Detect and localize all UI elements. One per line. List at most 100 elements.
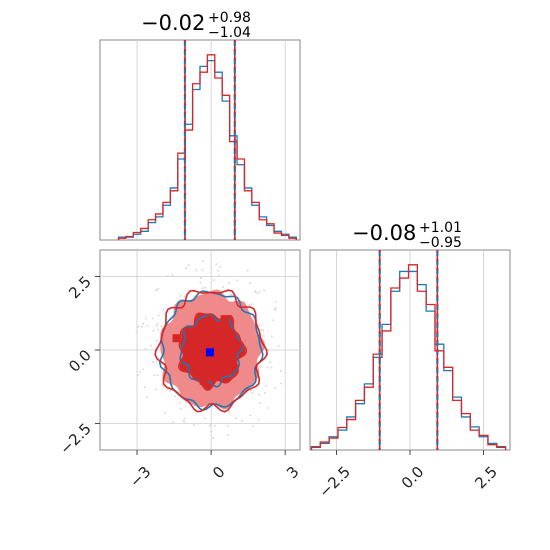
scatter-point [161, 384, 164, 387]
panel-bottom-right: −2.5 0.0 2.5 −0.08 +1.01 −0.95 [309, 220, 511, 501]
scatter-point [144, 347, 147, 350]
scatter-point [277, 344, 280, 347]
scatter-point [187, 264, 190, 267]
scatter-point [226, 424, 229, 427]
panel-bottom-left-yticks: −2.5 0.0 2.5 [56, 273, 100, 458]
scatter-point [221, 286, 224, 289]
marker-3 [199, 376, 208, 385]
scatter-point [235, 279, 238, 282]
scatter-point [210, 430, 213, 433]
scatter-point [178, 298, 181, 301]
scatter-point [179, 401, 182, 404]
scatter-point [183, 422, 186, 425]
scatter-point [248, 282, 251, 285]
scatter-point [215, 263, 218, 266]
scatter-point [155, 360, 158, 363]
scatter-point [179, 294, 182, 297]
scatter-point [156, 322, 159, 325]
scatter-point [259, 366, 262, 369]
scatter-point [152, 329, 155, 332]
marker-2 [228, 332, 237, 341]
scatter-point [264, 384, 267, 387]
scatter-point [155, 340, 158, 343]
scatter-point [157, 288, 160, 291]
panel-bottom-right-series [310, 264, 507, 450]
scatter-point [257, 393, 260, 396]
scatter-point [272, 319, 275, 322]
scatter-point [246, 269, 249, 272]
scatter-point [217, 269, 220, 272]
scatter-point [146, 396, 149, 399]
marker-1 [220, 315, 229, 324]
scatter-point [258, 290, 261, 293]
scatter-point [228, 282, 231, 285]
scatter-point [227, 410, 230, 413]
scatter-point [263, 289, 266, 292]
scatter-point [266, 366, 269, 369]
panel-top-left: −0.02 +0.98 −1.04 [99, 10, 301, 241]
bl-xtick-label-2: 3 [283, 463, 302, 482]
scatter-point [218, 265, 221, 268]
scatter-point [251, 425, 254, 428]
panel-top-left-title-sub: −1.04 [208, 25, 251, 41]
hist-series-0-1 [117, 54, 297, 240]
scatter-point [263, 391, 266, 394]
contour-line-red-outer [154, 289, 268, 413]
scatter-point [151, 360, 154, 363]
scatter-point [259, 329, 262, 332]
scatter-point [258, 324, 261, 327]
scatter-point [156, 328, 159, 331]
scatter-point [153, 374, 156, 377]
panel-bottom-left-xticks: −3 0 3 [126, 450, 303, 491]
scatter-point [179, 407, 182, 410]
scatter-point [204, 286, 207, 289]
scatter-point [256, 292, 259, 295]
panel-top-left-series [117, 54, 297, 240]
scatter-point [269, 361, 272, 364]
panel-bottom-right-title-sup: +1.01 [419, 220, 462, 236]
scatter-point [151, 317, 154, 320]
scatter-point [195, 269, 198, 272]
scatter-point [279, 369, 282, 372]
scatter-point [155, 324, 158, 327]
scatter-point [234, 417, 237, 420]
bl-xtick-label-0: −3 [126, 463, 154, 491]
scatter-point [274, 306, 277, 309]
scatter-point [146, 325, 149, 328]
scatter-point [183, 417, 186, 420]
xtick-label-2-0: −2.5 [315, 463, 353, 501]
scatter-point [155, 388, 158, 391]
bl-xtick-label-1: 0 [209, 463, 228, 482]
scatter-point [136, 374, 139, 377]
scatter-point [155, 289, 158, 292]
scatter-point [143, 386, 146, 389]
bl-ytick-label-1: 0.0 [65, 346, 95, 376]
scatter-point [182, 420, 185, 423]
scatter-point [213, 424, 216, 427]
scatter-point [135, 330, 138, 333]
scatter-point [218, 274, 221, 277]
scatter-point [201, 268, 204, 271]
scatter-point [250, 303, 253, 306]
scatter-point [251, 391, 254, 394]
scatter-point [163, 411, 166, 414]
panel-top-left-grid [136, 40, 286, 240]
scatter-point [274, 300, 277, 303]
panel-bottom-right-xticks: −2.5 0.0 2.5 [315, 450, 501, 501]
scatter-point [209, 424, 212, 427]
scatter-point [173, 395, 176, 398]
scatter-point [267, 348, 270, 351]
scatter-point [250, 389, 253, 392]
panel-bottom-right-title-sub: −0.95 [419, 235, 462, 251]
panel-bottom-left: −3 0 3 −2.5 0.0 2.5 [56, 249, 303, 491]
scatter-point [199, 281, 202, 284]
panel-top-left-quantile-lines [183, 40, 236, 240]
marker-4 [172, 334, 181, 343]
scatter-point [248, 303, 251, 306]
scatter-point [229, 293, 232, 296]
scatter-point [257, 418, 260, 421]
scatter-point [171, 273, 174, 276]
scatter-point [171, 421, 174, 424]
scatter-point [240, 419, 243, 422]
